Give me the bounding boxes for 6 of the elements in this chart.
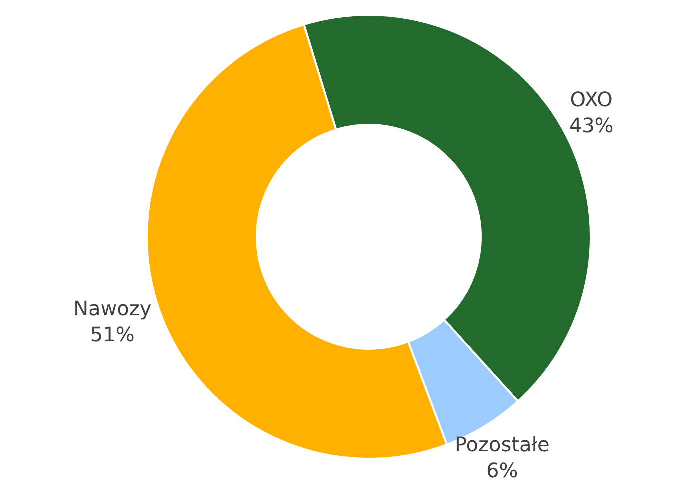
data-label: 51% [90,322,135,346]
data-label: 43% [569,114,614,138]
data-label: 6% [486,458,518,483]
slice-label: OXO [570,88,613,112]
slice-label: Nawozy [74,296,152,320]
slice-label: Pozostałe [454,432,550,457]
